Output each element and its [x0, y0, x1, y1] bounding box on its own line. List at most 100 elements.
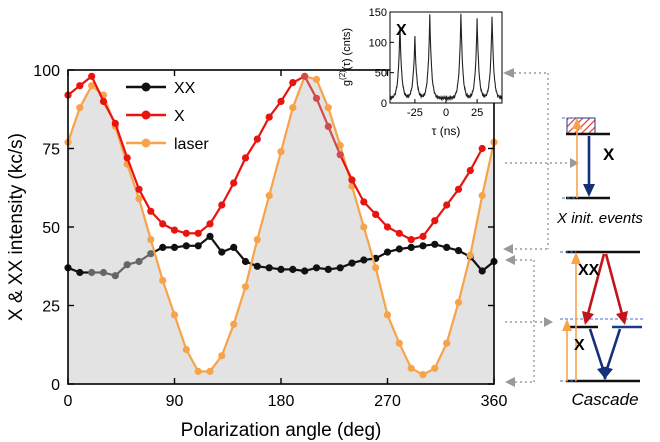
- series-x-point: [88, 72, 96, 80]
- series-xx-point: [395, 245, 403, 253]
- series-xx-point: [478, 267, 486, 275]
- inset-ylabel-rest: (τ) (cnts): [341, 28, 353, 70]
- y-tick-label: 50: [42, 220, 60, 237]
- series-laser-point: [454, 298, 463, 306]
- series-x-segment: [102, 100, 117, 124]
- series-laser-point: [419, 371, 427, 379]
- diagram-caption-init: X init. events: [556, 210, 643, 227]
- cascade-arrowhead-x-right: [601, 366, 613, 380]
- series-laser-point: [312, 75, 321, 83]
- series-x-segment: [327, 126, 342, 156]
- diagram-caption-cascade: Cascade: [571, 390, 638, 409]
- series-x-segment: [351, 179, 365, 203]
- series-x-segment: [280, 82, 294, 102]
- excitation-arrowhead-full: [571, 252, 581, 264]
- series-laser-segment: [398, 342, 413, 369]
- main-ticks-group: 0 90 180 270 360 0 25 50 75 100: [33, 63, 507, 410]
- series-xx-point: [336, 264, 344, 272]
- y-axis-label: X & XX intensity (kc/s): [6, 133, 27, 321]
- cascade-label-x: X: [574, 337, 585, 354]
- series-x-point: [395, 229, 403, 237]
- series-x-point: [218, 201, 226, 209]
- series-x-point: [159, 220, 167, 228]
- series-x-point: [182, 229, 190, 237]
- series-laser-point: [230, 320, 238, 328]
- series-xx-point: [289, 265, 297, 273]
- legend: XX X laser: [126, 80, 209, 153]
- inset-y-tick-label: 100: [369, 37, 387, 49]
- series-x-segment: [303, 75, 318, 99]
- series-x-point: [324, 122, 332, 131]
- series-laser-segment: [256, 195, 271, 240]
- x-tick-label: 0: [64, 393, 73, 410]
- series-laser-point: [76, 104, 84, 112]
- series-x-point: [135, 185, 143, 193]
- series-laser-segment: [161, 280, 176, 316]
- series-xx-point: [88, 268, 96, 277]
- inset-ticks-group: -25 0 25 0 50 100 150: [369, 7, 484, 119]
- series-xx-point: [111, 272, 119, 280]
- inset-title: X: [396, 22, 407, 39]
- series-xx-point: [277, 265, 285, 273]
- svg-text:g(2)(τ) (cnts): g(2)(τ) (cnts): [338, 28, 353, 86]
- series-x-point: [194, 229, 202, 237]
- inset-x-axis-label: τ (ns): [432, 124, 461, 138]
- series-laser-point: [466, 251, 474, 259]
- main-chart: 0 90 180 270 360 0 25 50 75 100 Polarization angl…: [6, 63, 507, 441]
- hatched-band: [566, 117, 596, 135]
- cascade-arrow-x-left: [588, 328, 605, 370]
- series-laser-point: [206, 367, 214, 375]
- emission-arrowhead-x: [583, 184, 595, 197]
- series-x-point: [383, 223, 392, 231]
- series-x-point: [170, 226, 179, 234]
- series-laser-point: [265, 192, 273, 200]
- series-laser-segment: [78, 85, 93, 109]
- series-laser-segment: [362, 226, 377, 269]
- cascade-arrowhead-xx-left: [582, 311, 594, 325]
- series-laser-point: [407, 364, 415, 372]
- series-xx-point: [170, 243, 179, 251]
- series-xx-point: [265, 264, 273, 272]
- series-laser-point: [170, 311, 179, 319]
- x-tick-label: 90: [166, 393, 184, 410]
- series-x-segment: [114, 123, 129, 159]
- series-laser-segment: [327, 107, 342, 146]
- series-x-segment: [220, 182, 235, 206]
- series-laser-segment: [469, 195, 484, 256]
- connector-arrowheads: [503, 68, 579, 387]
- cascade-arrow-x-right: [605, 328, 622, 370]
- series-xx-point: [182, 242, 190, 250]
- series-x-point: [123, 154, 131, 162]
- legend-marker-laser: [141, 138, 151, 148]
- series-xx-point: [159, 243, 167, 251]
- legend-label-x: X: [174, 108, 185, 125]
- series-laser-point: [360, 223, 368, 231]
- series-x-point: [478, 144, 486, 153]
- series-laser-point: [253, 236, 261, 244]
- series-laser-segment: [232, 286, 247, 325]
- series-x-point: [454, 185, 463, 193]
- inset-g2-trace: [389, 13, 503, 102]
- series-laser-point: [241, 283, 250, 291]
- series-xx-point: [348, 259, 356, 267]
- series-laser-segment: [149, 239, 164, 281]
- series-x-point: [253, 135, 261, 143]
- series-laser-point: [336, 141, 344, 149]
- inset-chart: -25 0 25 0 50 100 150 X τ (ns) g(2)(τ) (cnts): [338, 7, 503, 138]
- series-laser-point: [289, 104, 297, 112]
- excitation-arrowhead: [572, 118, 582, 129]
- inset-x-tick-label: -25: [407, 107, 423, 119]
- series-laser-segment: [374, 267, 389, 316]
- excitation-arrowhead-half: [562, 319, 572, 331]
- series-x-segment: [339, 154, 353, 181]
- inset-y-axis-label: g(2)(τ) (cnts): [338, 28, 353, 86]
- series-xx-point: [230, 243, 238, 251]
- series-x-point: [301, 72, 309, 80]
- series-x-point: [277, 97, 285, 105]
- series-laser-segment: [137, 198, 152, 240]
- cascade-arrow-xx-right: [604, 253, 624, 315]
- series-xx-point: [99, 268, 108, 277]
- series-laser-segment: [173, 314, 188, 350]
- transition-label-x: X: [603, 145, 615, 164]
